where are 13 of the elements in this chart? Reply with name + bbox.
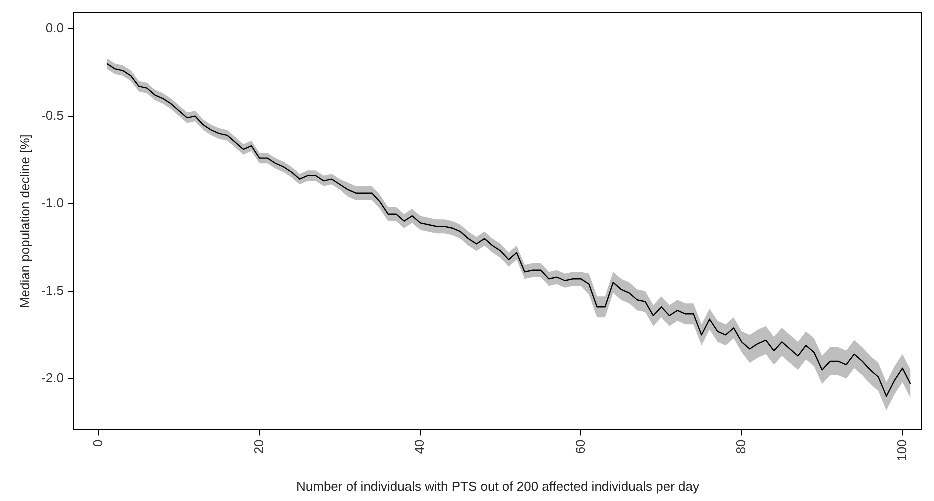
y-tick-label: -0.5: [42, 108, 64, 123]
x-axis-title: Number of individuals with PTS out of 200 affected individuals per day: [296, 478, 700, 494]
y-tick-label: -1.0: [42, 195, 64, 210]
x-tick-label: 80: [734, 440, 749, 454]
x-tick-label: 40: [412, 440, 428, 454]
y-axis-title: Median population decline [%]: [17, 134, 32, 308]
x-tick-label: 60: [572, 440, 588, 454]
y-tick-label: -2.0: [42, 370, 64, 386]
x-tick-label: 100: [894, 440, 910, 462]
y-tick-label: 0.0: [46, 20, 64, 36]
y-tick-label: -1.5: [42, 282, 64, 298]
x-tick-label: 20: [251, 440, 266, 454]
x-tick-label: 0: [90, 440, 106, 447]
